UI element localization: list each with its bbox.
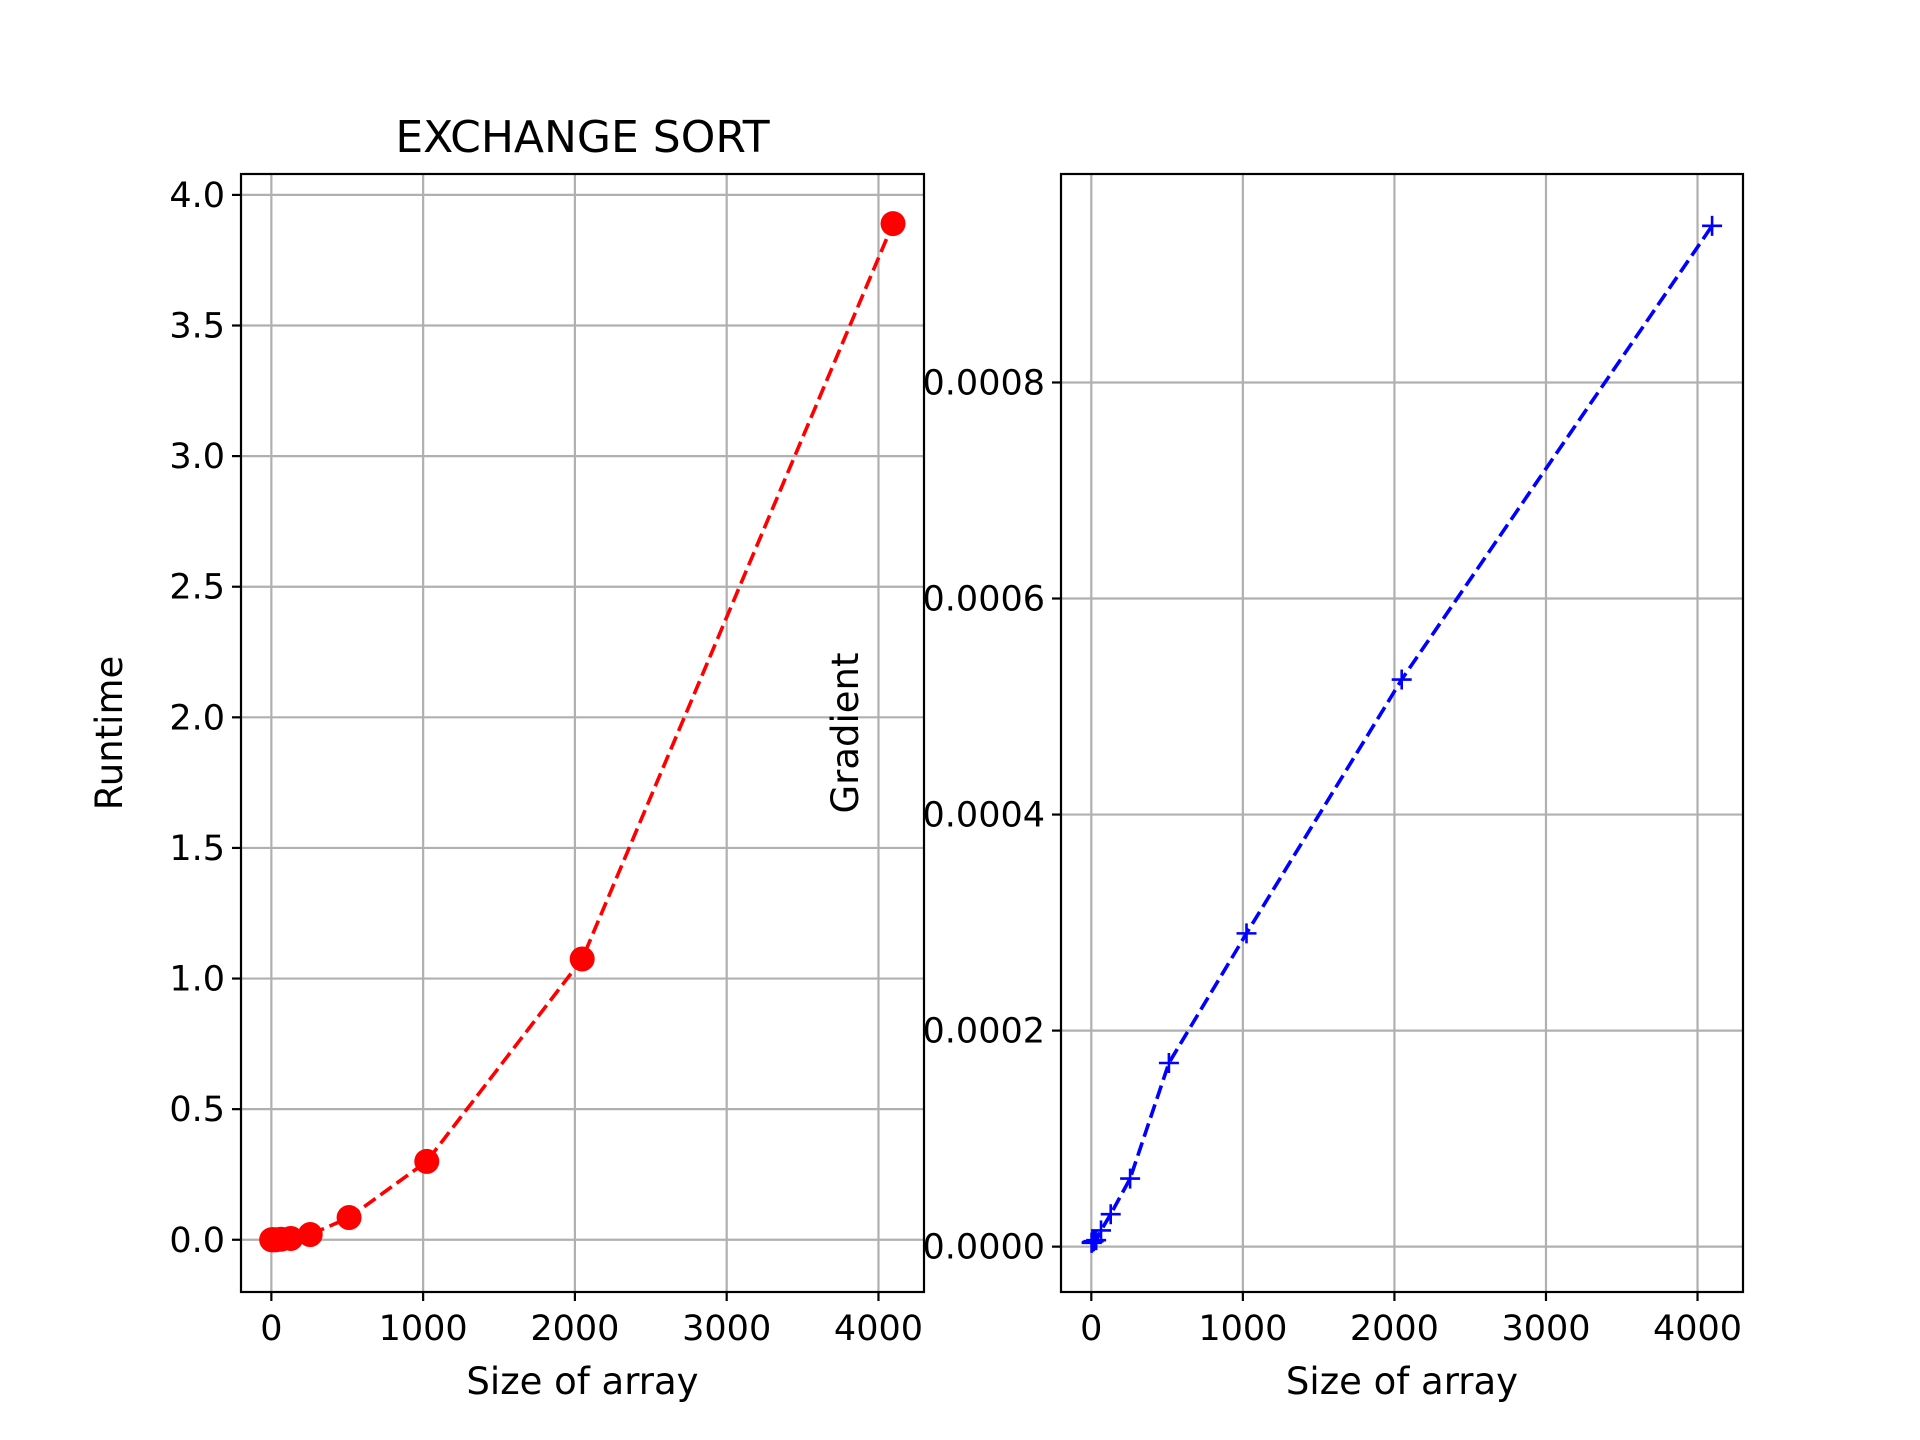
y-tick-label: 0.5 <box>169 1090 225 1130</box>
y-tick-label: 0.0000 <box>923 1228 1045 1268</box>
left-chart: 0 1000 2000 3000 4000 0.0 0.5 1.0 1.5 2.0 2.5 3.0 3.… <box>88 112 926 1403</box>
plot-frame <box>1059 172 1745 1294</box>
right-chart: 0 1000 2000 3000 4000 0.0000 0.0002 0.0004 0.000… <box>824 172 1745 1403</box>
data-point <box>569 946 595 972</box>
x-tick-label: 3000 <box>1501 1309 1590 1349</box>
y-tick-label: 2.5 <box>169 568 225 608</box>
data-point <box>297 1222 323 1248</box>
data-point <box>1158 1052 1179 1073</box>
x-tick-label: 0 <box>260 1309 282 1349</box>
y-axis-label: Runtime <box>88 656 131 811</box>
data-point <box>414 1148 440 1174</box>
data-point <box>1120 1168 1141 1189</box>
x-axis-label: Size of array <box>466 1360 698 1403</box>
y-tick-label: 3.0 <box>169 437 225 477</box>
y-tick-label: 0.0002 <box>923 1012 1045 1052</box>
data-point <box>336 1205 362 1231</box>
y-tick-label: 1.0 <box>169 960 225 1000</box>
y-tick-label: 0.0006 <box>923 580 1045 620</box>
data-point <box>1086 1230 1107 1251</box>
y-tick-label: 2.0 <box>169 698 225 738</box>
y-tick-label: 4.0 <box>169 176 225 216</box>
x-tick-label: 3000 <box>682 1309 771 1349</box>
x-tick-label: 4000 <box>1653 1309 1742 1349</box>
x-tick-label: 1000 <box>1198 1309 1287 1349</box>
plot-frame <box>239 172 926 1294</box>
series-line <box>270 222 895 1242</box>
y-tick-label: 1.5 <box>169 829 225 869</box>
data-point <box>1236 923 1257 944</box>
data-point <box>1391 669 1412 690</box>
chart-title: EXCHANGE SORT <box>395 112 769 163</box>
y-tick-label: 0.0008 <box>923 363 1045 403</box>
y-axis-label: Gradient <box>824 652 867 813</box>
data-point <box>1091 1220 1112 1241</box>
x-tick-label: 0 <box>1080 1309 1102 1349</box>
data-point <box>1702 215 1723 236</box>
series-line <box>1089 224 1714 1245</box>
x-axis-label: Size of array <box>1286 1360 1518 1403</box>
x-tick-label: 2000 <box>1350 1309 1439 1349</box>
data-point <box>1100 1204 1121 1225</box>
data-point <box>278 1225 304 1251</box>
y-tick-label: 3.5 <box>169 307 225 347</box>
y-tick-label: 0.0004 <box>923 796 1045 836</box>
x-tick-label: 1000 <box>379 1309 468 1349</box>
data-point <box>880 211 906 237</box>
x-tick-label: 4000 <box>834 1309 923 1349</box>
x-tick-label: 2000 <box>530 1309 619 1349</box>
y-tick-label: 0.0 <box>169 1221 225 1261</box>
